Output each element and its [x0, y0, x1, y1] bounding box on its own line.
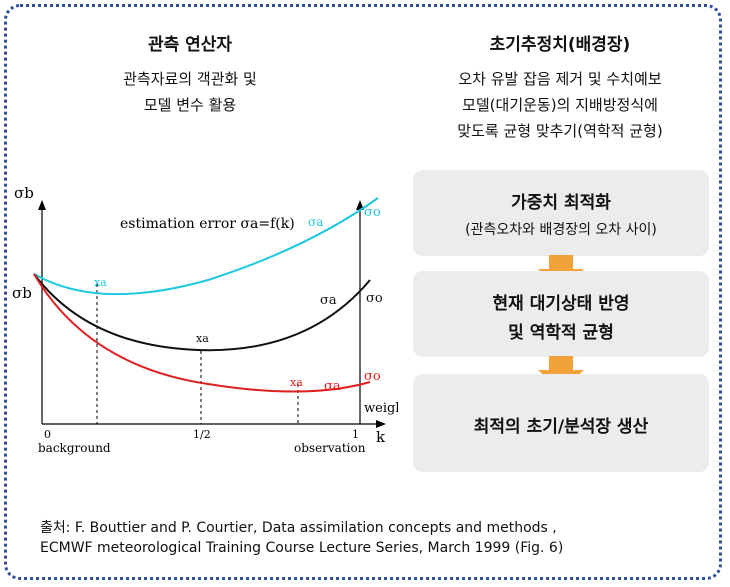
right-section-title: 초기추정치(배경장) [395, 30, 725, 55]
tick-label-half: 1/2 [193, 428, 211, 441]
red-end-label: σo [364, 369, 381, 384]
tick-label-0: 0 [44, 428, 51, 441]
estimation-error-chart: σb σb estimation error σa=f(k) σa σo xa … [12, 184, 398, 455]
left-sigma-b-label: σb [12, 284, 32, 302]
left-description: 관측자료의 객관화 및 모델 변수 활용 [40, 66, 340, 118]
step2-title-line1: 현재 대기상태 반영 [492, 294, 630, 314]
estimation-error-annotation: estimation error σa=f(k) [120, 216, 295, 232]
y-axis-right-arrow-icon [356, 200, 364, 210]
red-min-label: xa [290, 376, 303, 389]
left-desc-line2: 모델 변수 활용 [143, 96, 237, 114]
source-citation: 출처: F. Bouttier and P. Courtier, Data as… [40, 518, 563, 558]
observation-operator-title: 관측 연산자 [147, 35, 233, 55]
step1-title: 가중치 최적화 [511, 193, 611, 213]
cyan-curve-label: σa [308, 215, 323, 229]
left-desc-line1: 관측자료의 객관화 및 [123, 70, 257, 88]
step-box-weight-optimization: 가중치 최적화 (관측오차와 배경장의 오차 사이) [413, 170, 709, 256]
cyan-end-label: σo [364, 205, 381, 220]
cyan-curve [33, 197, 379, 296]
right-description: 오차 유발 잡음 제거 및 수치예보 모델(대기운동)의 지배방정식에 맞도록 … [395, 66, 725, 144]
right-desc-line2: 모델(대기운동)의 지배방정식에 [462, 96, 658, 114]
step1-subtitle: (관측오차와 배경장의 오차 사이) [465, 222, 657, 238]
black-end-label: σo [366, 291, 383, 306]
x-axis-label: k [376, 428, 386, 446]
source-line1: 출처: F. Bouttier and P. Courtier, Data as… [40, 520, 557, 536]
tick-caption-observation: observation [294, 441, 366, 455]
tick-label-1: 1 [352, 428, 359, 441]
weight-label: weight [364, 401, 398, 416]
tick-caption-background: background [38, 441, 111, 455]
source-line2: ECMWF meteorological Training Course Lec… [40, 540, 564, 556]
left-section-title: 관측 연산자 [40, 30, 340, 55]
background-title: 초기추정치(배경장) [489, 35, 631, 55]
black-curve [33, 273, 371, 352]
black-curve-label: σa [320, 293, 337, 308]
black-min-label: xa [196, 332, 209, 345]
right-desc-line1: 오차 유발 잡음 제거 및 수치예보 [458, 70, 662, 88]
step2-title-line2: 및 역학적 균형 [508, 323, 614, 343]
cyan-min-label: xa [94, 276, 107, 289]
red-curve-label: σa [324, 379, 341, 394]
right-desc-line3: 맞도록 균형 맞추기(역학적 균형) [457, 122, 663, 140]
step3-title: 최적의 초기/분석장 생산 [473, 417, 649, 437]
red-curve [33, 273, 371, 393]
y-axis-label: σb [14, 184, 34, 202]
step-box-balance: 현재 대기상태 반영 및 역학적 균형 [413, 271, 709, 357]
x-axis-arrow-icon [376, 420, 386, 428]
y-axis-arrow-icon [38, 200, 46, 210]
step-box-analysis: 최적의 초기/분석장 생산 [413, 374, 709, 472]
dotted-frame [4, 4, 722, 580]
down-arrow-icon [538, 356, 584, 391]
